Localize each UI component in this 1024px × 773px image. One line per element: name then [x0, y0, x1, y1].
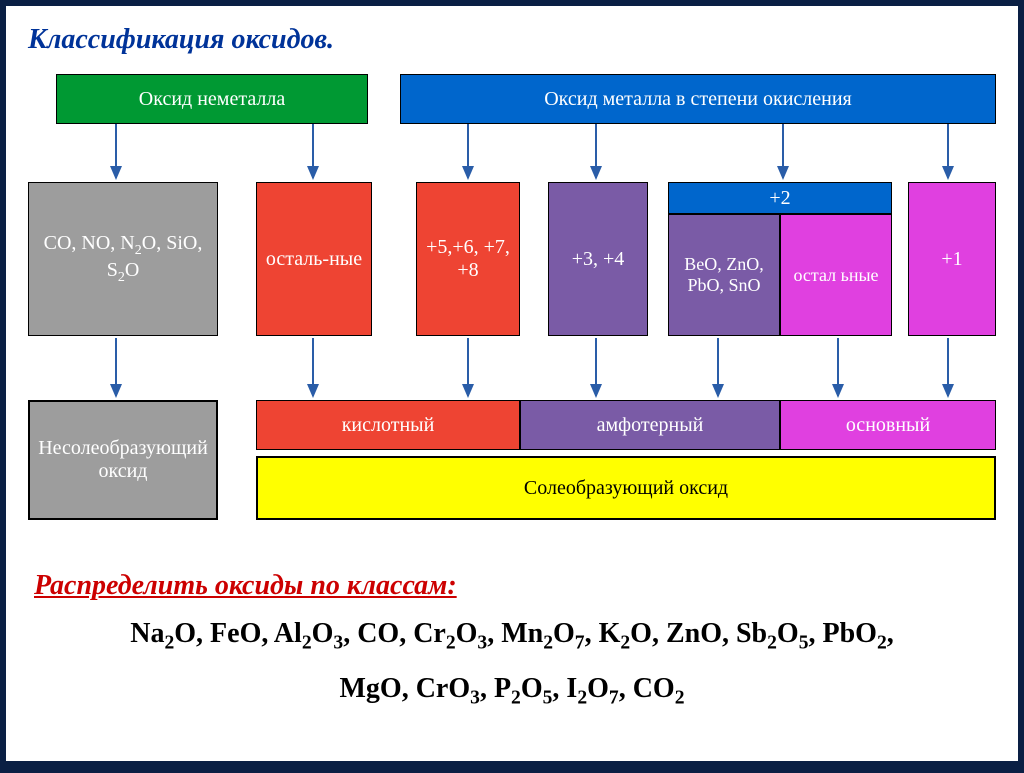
amphoteric-examples: BeO, ZnO, PbO, SnO: [668, 214, 780, 336]
nonsalt-examples-text: CO, NO, N2O, SiO, S2O: [29, 232, 217, 286]
header-nonmetal: Оксид неметалла: [56, 74, 368, 124]
rest-nonmetal: осталь-ные: [256, 182, 372, 336]
formula-line-1: Na2O, FeO, Al2O3, CO, Cr2O3, Mn2O7, K2O,…: [28, 614, 996, 657]
rest-metal: остал ьные: [780, 214, 892, 336]
acidic: кислотный: [256, 400, 520, 450]
amphoteric: амфотерный: [520, 400, 780, 450]
page-title: Классификация оксидов.: [28, 24, 996, 56]
formula-line-2: MgO, CrO3, P2O5, I2O7, CO2: [28, 669, 996, 712]
oxidation-34: +3, +4: [548, 182, 648, 336]
salt-forming-oxide: Солеобразующий оксид: [256, 456, 996, 520]
header-metal: Оксид металла в степени окисления: [400, 74, 996, 124]
plus2-header: +2: [668, 182, 892, 214]
nonsalt-oxide: Несолеобразующий оксид: [28, 400, 218, 520]
nonsalt-examples: CO, NO, N2O, SiO, S2O: [28, 182, 218, 336]
plus1: +1: [908, 182, 996, 336]
oxidation-5678: +5,+6, +7, +8: [416, 182, 520, 336]
classification-diagram: Оксид неметалла Оксид металла в степени …: [28, 74, 996, 542]
prompt-text: Распределить оксиды по классам:: [34, 570, 996, 602]
basic: основный: [780, 400, 996, 450]
